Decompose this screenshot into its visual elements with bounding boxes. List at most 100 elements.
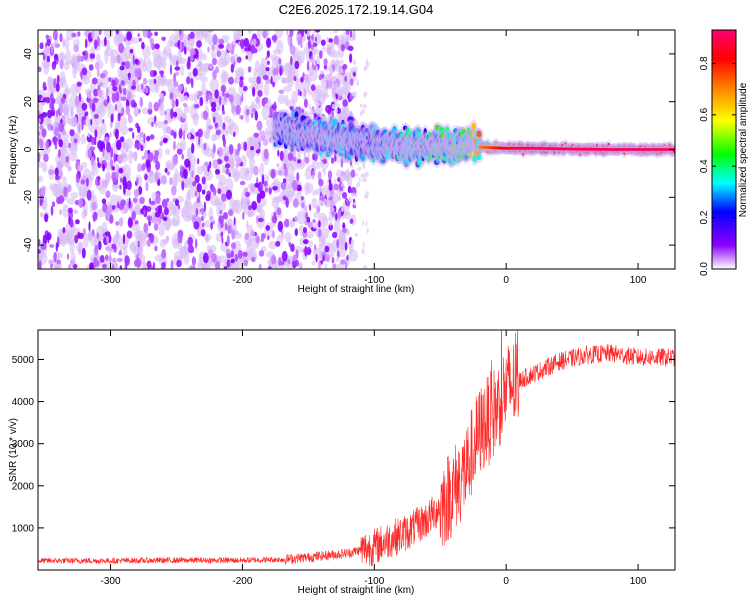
noise-speckle — [312, 30, 316, 37]
noise-speckle — [58, 139, 63, 148]
noise-speckle — [101, 263, 107, 269]
noise-speckle — [342, 99, 348, 107]
noise-haze-blob — [155, 82, 160, 94]
noise-speckle — [90, 119, 93, 126]
noise-haze-blob — [166, 159, 173, 169]
noise-speckle — [139, 131, 145, 138]
noise-haze-blob — [283, 85, 292, 93]
noise-speckle — [98, 240, 102, 251]
noise-speckle — [146, 135, 151, 142]
noise-speckle — [155, 160, 161, 171]
noise-speckle — [222, 86, 225, 97]
noise-haze-blob — [203, 130, 209, 139]
noise-speckle — [171, 185, 177, 196]
noise-speckle — [326, 79, 330, 89]
noise-speckle — [154, 245, 158, 252]
noise-speckle — [253, 142, 260, 151]
noise-speckle — [289, 45, 296, 56]
noise-speckle — [341, 182, 344, 188]
noise-speckle — [233, 131, 236, 138]
noise-speckle — [294, 215, 298, 223]
noise-speckle — [327, 170, 333, 180]
noise-haze-blob — [38, 175, 43, 183]
noise-speckle — [142, 30, 148, 38]
noise-speckle — [277, 187, 280, 193]
noise-speckle — [349, 218, 354, 224]
noise-speckle — [153, 70, 157, 77]
noise-speckle — [335, 87, 340, 95]
noise-speckle — [168, 52, 172, 60]
noise-speckle — [59, 103, 64, 115]
noise-speckle — [304, 156, 310, 164]
noise-speckle — [361, 248, 365, 255]
noise-speckle — [352, 59, 356, 63]
noise-speckle — [102, 147, 105, 158]
noise-haze-blob — [249, 156, 256, 170]
noise-haze-blob — [59, 71, 66, 86]
noise-speckle — [242, 211, 245, 221]
noise-speckle — [51, 201, 56, 208]
noise-speckle — [272, 68, 277, 76]
noise-speckle — [122, 176, 127, 188]
noise-speckle — [236, 56, 242, 63]
noise-speckle — [122, 87, 127, 96]
noise-speckle — [127, 217, 133, 229]
noise-speckle — [333, 248, 338, 252]
noise-speckle — [344, 75, 348, 83]
noise-speckle — [353, 202, 357, 206]
noise-speckle — [211, 44, 215, 52]
noise-speckle — [234, 253, 239, 262]
noise-speckle — [210, 185, 215, 193]
noise-speckle — [176, 60, 179, 67]
noise-haze-blob — [158, 73, 166, 85]
noise-speckle — [206, 90, 210, 96]
noise-haze-blob — [260, 57, 268, 69]
noise-haze-blob — [210, 50, 217, 59]
noise-speckle — [190, 170, 195, 177]
noise-speckle — [76, 119, 83, 127]
noise-haze-blob — [253, 78, 264, 93]
noise-haze-blob — [247, 30, 252, 35]
noise-speckle — [146, 260, 152, 269]
noise-speckle — [131, 210, 136, 221]
noise-speckle — [251, 200, 257, 211]
noise-speckle — [205, 93, 209, 103]
noise-haze-blob — [284, 232, 292, 243]
noise-speckle — [344, 241, 348, 251]
noise-haze-blob — [83, 232, 89, 248]
noise-speckle — [319, 160, 324, 165]
noise-speckle — [92, 97, 99, 103]
noise-haze-blob — [311, 198, 318, 209]
noise-speckle — [189, 48, 196, 56]
noise-speckle — [257, 217, 264, 223]
noise-speckle — [253, 132, 259, 138]
noise-speckle — [201, 207, 204, 216]
noise-speckle — [154, 31, 158, 36]
noise-haze-blob — [263, 83, 270, 96]
noise-speckle — [89, 53, 95, 59]
noise-speckle — [39, 124, 44, 130]
noise-speckle — [104, 36, 107, 47]
noise-speckle — [212, 220, 216, 225]
noise-speckle — [189, 265, 196, 269]
noise-speckle — [82, 51, 86, 56]
noise-speckle — [333, 105, 336, 109]
noise-speckle — [321, 46, 326, 53]
noise-speckle — [88, 64, 94, 71]
noise-speckle — [246, 200, 250, 206]
noise-haze-blob — [80, 133, 87, 145]
noise-speckle — [221, 193, 227, 202]
noise-speckle — [143, 209, 146, 216]
noise-speckle — [261, 174, 265, 185]
noise-speckle — [187, 132, 191, 140]
noise-speckle — [128, 73, 131, 81]
noise-speckle — [243, 259, 248, 267]
noise-haze-blob — [64, 84, 70, 98]
noise-speckle — [243, 141, 247, 152]
noise-speckle — [80, 179, 86, 185]
noise-haze-blob — [100, 122, 107, 135]
noise-speckle — [319, 50, 323, 59]
noise-speckle — [288, 241, 292, 247]
noise-haze-blob — [120, 116, 128, 126]
noise-speckle — [326, 43, 331, 48]
